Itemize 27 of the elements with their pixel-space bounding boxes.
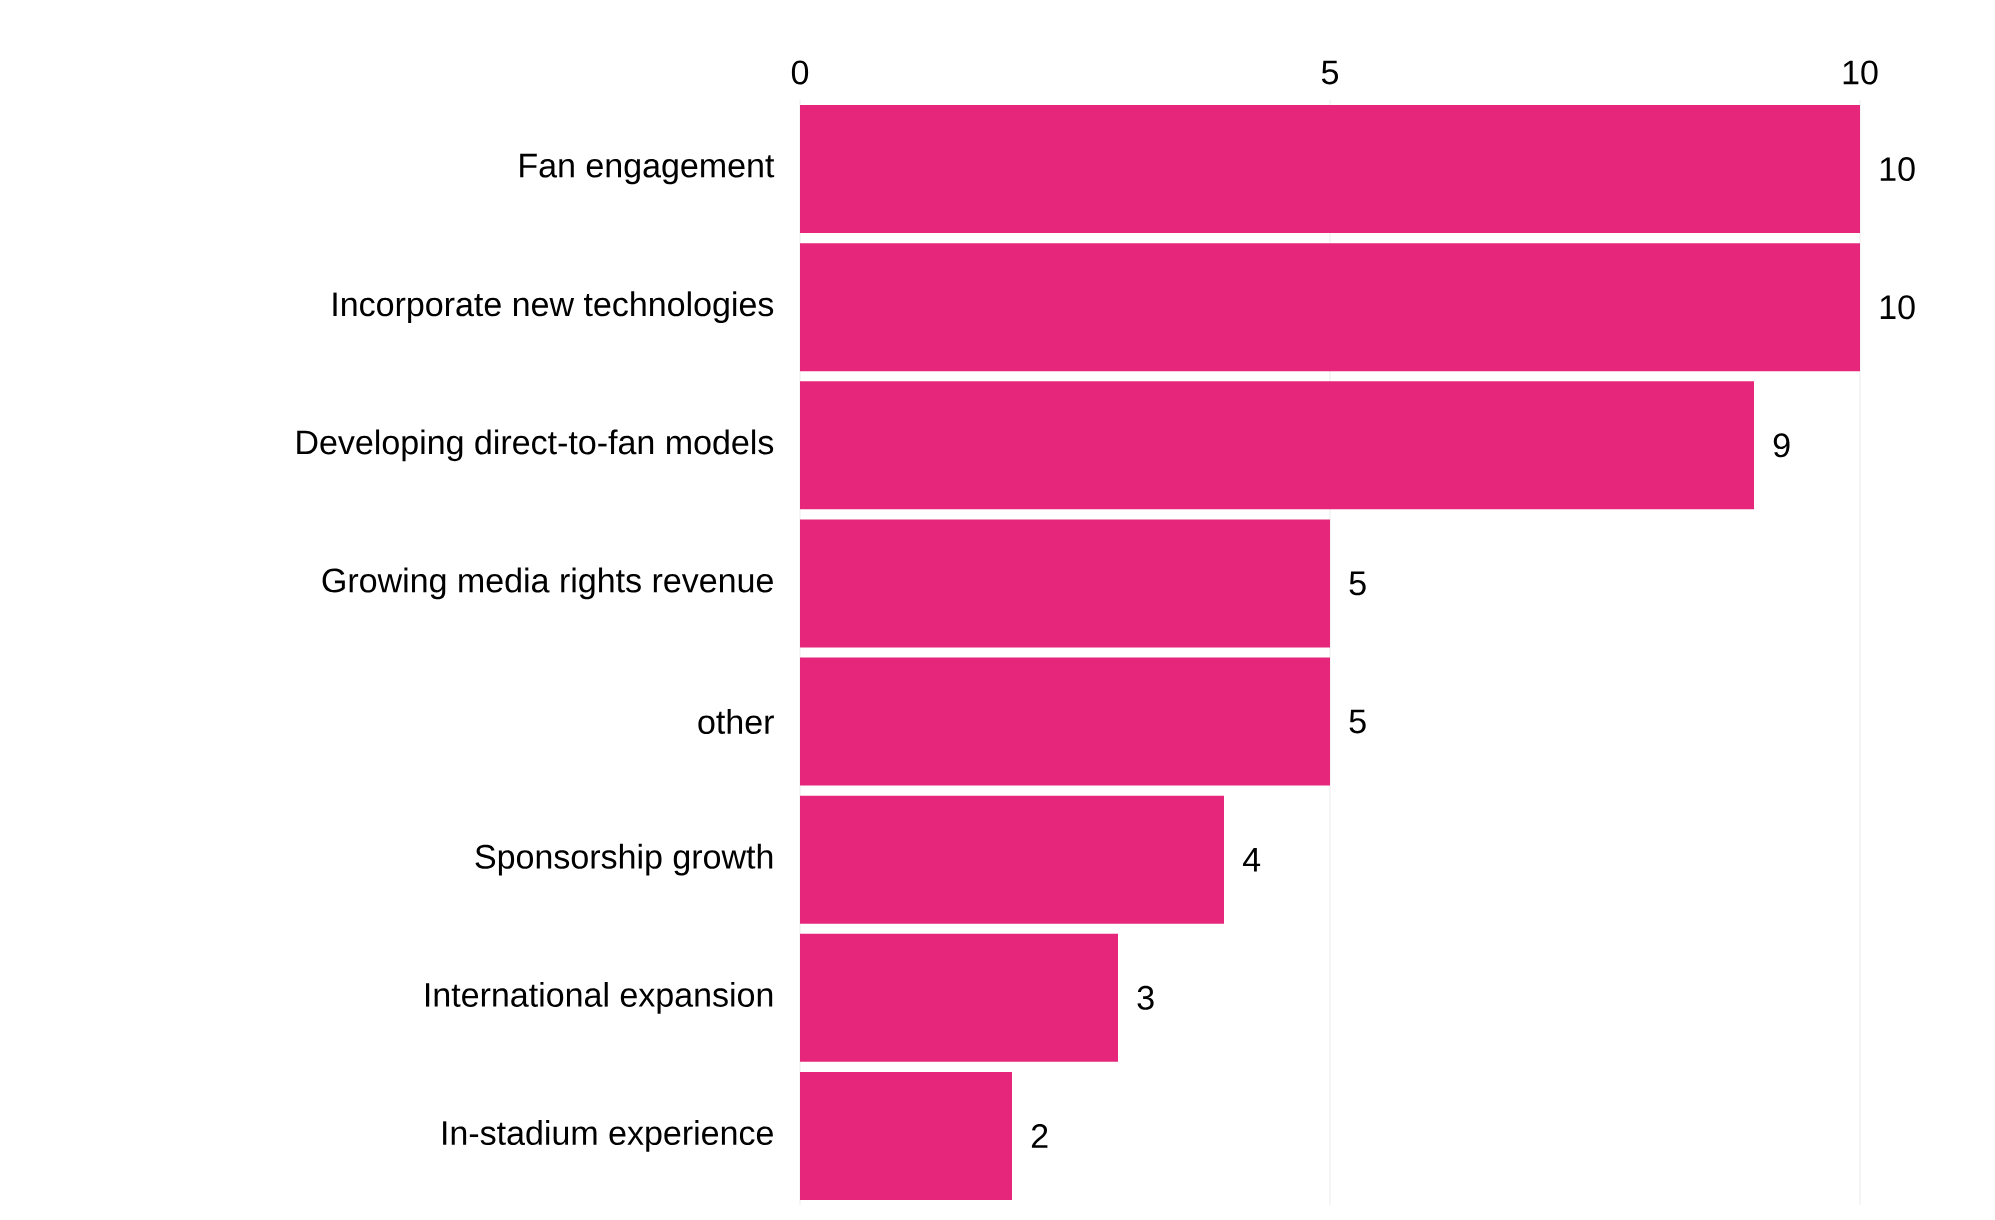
bar xyxy=(800,933,1118,1062)
y-tick-label: In-stadium experience xyxy=(443,1120,773,1152)
bar xyxy=(800,795,1224,924)
y-tick-label: Sponsorship growth xyxy=(475,843,773,876)
bar xyxy=(800,381,1755,510)
data-label: 9 xyxy=(1773,433,1790,458)
data-label: 10 xyxy=(1880,157,1915,182)
data-label: 10 xyxy=(1880,295,1915,320)
data-label: 5 xyxy=(1349,571,1366,596)
data-label: 4 xyxy=(1242,848,1261,872)
y-tick-label: other xyxy=(698,709,774,735)
bar xyxy=(800,519,1330,648)
y-tick-label: International expansion xyxy=(426,981,773,1014)
bar xyxy=(800,243,1861,372)
y-tick-label: Developing direct-to-fan models xyxy=(297,429,774,462)
x-tick-label: 10 xyxy=(1843,60,1878,85)
y-tick-label: Fan engagement xyxy=(520,153,775,185)
y-tick-label: Incorporate new technologies xyxy=(333,291,774,324)
bar xyxy=(800,657,1330,786)
data-label: 3 xyxy=(1137,985,1154,1010)
bar xyxy=(800,105,1861,234)
y-tick-label: Growing media rights revenue xyxy=(322,567,773,600)
data-label: 2 xyxy=(1031,1124,1048,1148)
x-tick-label: 0 xyxy=(791,60,809,85)
data-label: 5 xyxy=(1349,709,1366,734)
x-tick-label: 5 xyxy=(1321,60,1339,85)
bar xyxy=(800,1071,1012,1200)
